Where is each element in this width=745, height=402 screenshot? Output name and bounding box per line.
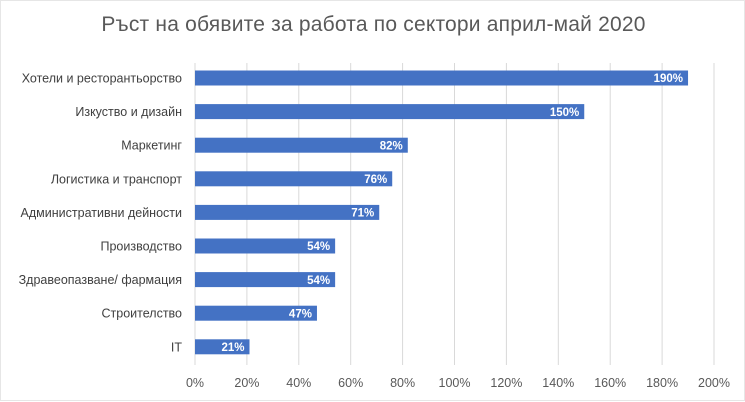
bar — [195, 305, 317, 321]
bar — [195, 104, 585, 120]
bar — [195, 204, 380, 220]
data-label: 47% — [289, 308, 312, 320]
category-label: Административни дейности — [21, 206, 182, 220]
x-tick-label: 100% — [439, 376, 471, 390]
category-label: Здравеопазване/ фармация — [19, 273, 182, 287]
x-tick-label: 180% — [646, 376, 678, 390]
data-label: 76% — [364, 174, 387, 186]
category-label: Производство — [100, 240, 182, 254]
x-tick-label: 0% — [186, 376, 204, 390]
x-tick-label: 20% — [234, 376, 259, 390]
x-tick-label: 80% — [390, 376, 415, 390]
x-tick-label: 40% — [286, 376, 311, 390]
data-label: 71% — [351, 208, 374, 220]
bar — [195, 171, 393, 187]
bar — [195, 70, 689, 86]
data-label: 82% — [380, 140, 403, 152]
x-tick-label: 200% — [698, 376, 730, 390]
category-label: Изкуство и дизайн — [75, 105, 182, 119]
bar — [195, 137, 408, 153]
category-label: Строителство — [102, 307, 183, 321]
data-label: 54% — [307, 275, 330, 287]
data-label: 150% — [550, 107, 579, 119]
data-label: 190% — [654, 73, 683, 85]
data-label: 54% — [307, 241, 330, 253]
category-label: Логистика и транспорт — [51, 172, 182, 186]
bar — [195, 339, 250, 355]
x-tick-label: 140% — [542, 376, 574, 390]
category-label: Хотели и ресторантьорство — [22, 72, 182, 86]
category-label: Маркетинг — [121, 139, 182, 153]
chart-title: Ръст на обявите за работа по сектори апр… — [101, 13, 646, 36]
x-tick-label: 160% — [594, 376, 626, 390]
data-label: 21% — [221, 342, 244, 354]
bar — [195, 238, 336, 254]
x-tick-label: 120% — [490, 376, 522, 390]
category-label: IT — [171, 340, 182, 354]
x-tick-label: 60% — [338, 376, 363, 390]
bar — [195, 272, 336, 288]
